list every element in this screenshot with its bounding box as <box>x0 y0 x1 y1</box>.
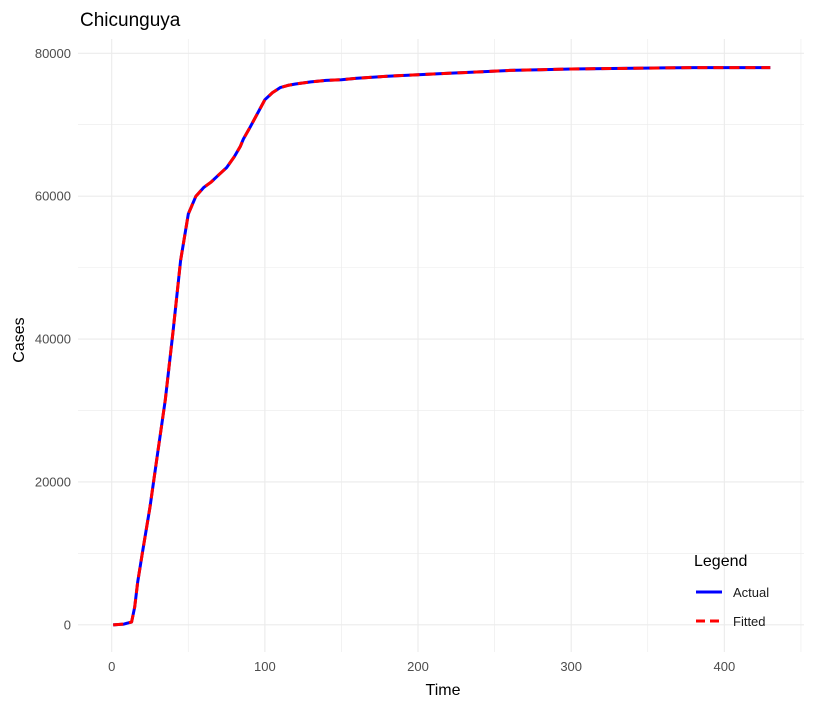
y-tick-label: 40000 <box>35 332 71 347</box>
x-tick-label: 300 <box>560 659 582 674</box>
y-tick-labels: 0 20000 40000 60000 80000 <box>35 46 71 633</box>
legend-label-actual: Actual <box>733 585 769 600</box>
major-gridlines <box>78 39 804 652</box>
chart-title: Chicunguya <box>80 10 181 31</box>
x-tick-label: 100 <box>254 659 276 674</box>
y-tick-label: 80000 <box>35 46 71 61</box>
x-tick-labels: 0 100 200 300 400 <box>108 659 735 674</box>
x-tick-label: 400 <box>714 659 736 674</box>
y-tick-label: 60000 <box>35 189 71 204</box>
legend-label-fitted: Fitted <box>733 614 766 629</box>
x-axis-title: Time <box>426 682 461 699</box>
y-axis-title: Cases <box>11 317 28 362</box>
x-tick-label: 200 <box>407 659 429 674</box>
y-tick-label: 0 <box>64 617 71 632</box>
legend: Legend Actual Fitted <box>694 553 769 629</box>
series-layer <box>113 66 771 627</box>
x-tick-label: 0 <box>108 659 115 674</box>
legend-title: Legend <box>694 553 747 570</box>
series-line-fitted <box>113 66 771 627</box>
series-line-actual <box>113 66 771 627</box>
y-tick-label: 20000 <box>35 474 71 489</box>
minor-gridlines <box>78 39 804 652</box>
